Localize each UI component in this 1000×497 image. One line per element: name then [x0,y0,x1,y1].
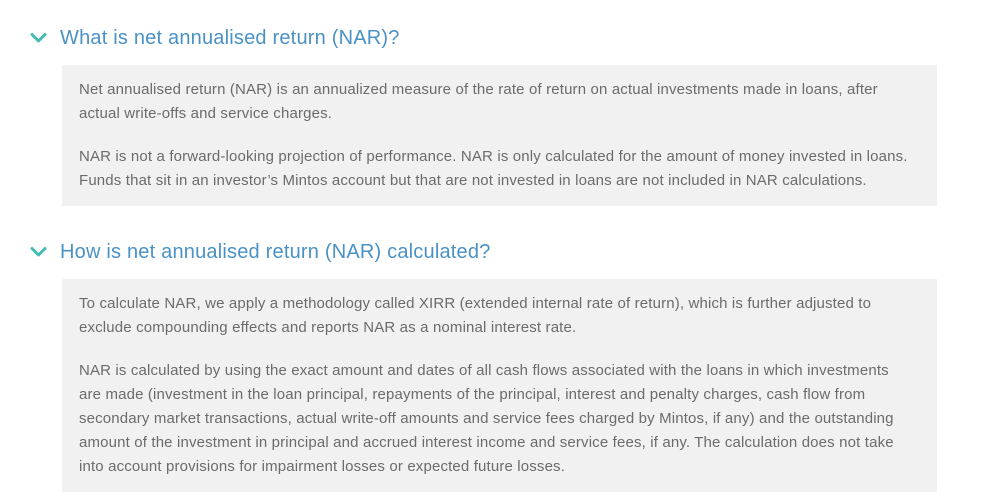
faq-answer-panel: Net annualised return (NAR) is an annual… [62,65,937,206]
faq-question-toggle[interactable]: How is net annualised return (NAR) calcu… [0,240,1000,264]
answer-paragraph: To calculate NAR, we apply a methodology… [79,295,872,336]
chevron-down-icon[interactable] [30,32,47,44]
answer-paragraph: NAR is calculated by using the exact amo… [79,362,894,475]
faq-question-text: What is net annualised return (NAR)? [60,27,400,49]
chevron-down-icon[interactable] [30,246,47,258]
faq-item: What is net annualised return (NAR)? Net… [0,26,1000,206]
faq-question-text: How is net annualised return (NAR) calcu… [60,241,491,263]
answer-paragraph: Net annualised return (NAR) is an annual… [79,81,878,122]
faq-item: How is net annualised return (NAR) calcu… [0,240,1000,492]
answer-paragraph: NAR is not a forward-looking projection … [79,148,908,189]
faq-question-toggle[interactable]: What is net annualised return (NAR)? [0,26,1000,50]
faq-answer-panel: To calculate NAR, we apply a methodology… [62,279,937,492]
